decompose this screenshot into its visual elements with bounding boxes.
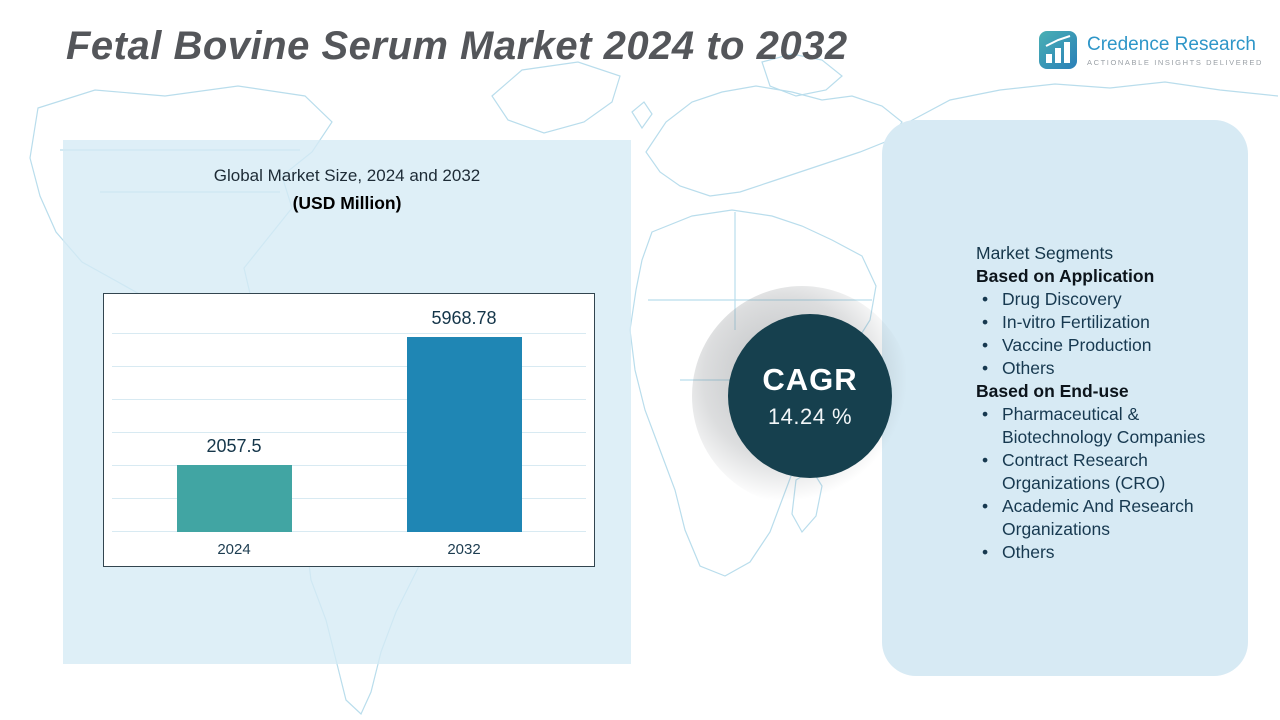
- cagr-value: 14.24 %: [767, 404, 853, 429]
- bar-group-2024: 2057.5: [154, 294, 314, 532]
- logo-name: Credence Research: [1087, 33, 1256, 55]
- x-axis-label-2032: 2032: [447, 541, 481, 558]
- bar-value-2024: 2057.5: [206, 436, 262, 456]
- market-segments-panel: Market Segments Based on Application Dru…: [882, 120, 1248, 676]
- segments-heading: Market Segments: [976, 243, 1114, 263]
- segments-group-title-enduse: Based on End-use: [976, 381, 1129, 401]
- logo-tagline: ACTIONABLE INSIGHTS DELIVERED: [1087, 57, 1264, 67]
- map-greenland: [491, 61, 621, 134]
- bar-chart-logo-icon: [1039, 31, 1077, 69]
- segments-group-title-application: Based on Application: [976, 266, 1155, 286]
- chart-heading-line2: (USD Million): [292, 193, 402, 214]
- bar-2032: [406, 337, 522, 532]
- segment-item: Academic And Research Organizations: [976, 495, 1238, 541]
- segment-item: Others: [976, 541, 1238, 564]
- logo-text: Credence Research ACTIONABLE INSIGHTS DE…: [1087, 34, 1263, 67]
- map-europe: [645, 85, 903, 197]
- bar-chart: 2057.5 5968.78 2024 2032: [103, 293, 595, 567]
- bar-value-2032: 5968.78: [431, 308, 497, 328]
- segment-item: Vaccine Production: [976, 334, 1238, 357]
- x-axis-label-2024: 2024: [217, 541, 251, 558]
- map-asia-coast: [904, 81, 1279, 125]
- chart-heading: Global Market Size, 2024 and 2032 (USD M…: [63, 162, 631, 217]
- credence-research-logo: Credence Research ACTIONABLE INSIGHTS DE…: [1038, 30, 1263, 70]
- segment-item: Contract Research Organizations (CRO): [976, 449, 1238, 495]
- map-uk: [631, 101, 653, 130]
- segments-list-enduse: Pharmaceutical & Biotechnology Companies…: [976, 403, 1238, 564]
- map-scandinavia: [761, 53, 843, 97]
- page-title: Fetal Bovine Serum Market 2024 to 2032: [66, 24, 848, 68]
- cagr-label: CAGR: [762, 362, 858, 397]
- segment-item: Drug Discovery: [976, 288, 1238, 311]
- chart-panel: Global Market Size, 2024 and 2032 (USD M…: [63, 140, 631, 664]
- segments-list-application: Drug Discovery In-vitro Fertilization Va…: [976, 288, 1238, 380]
- segment-item: In-vitro Fertilization: [976, 311, 1238, 334]
- bar-2024: [176, 465, 292, 532]
- cagr-badge: CAGR 14.24 %: [728, 314, 892, 478]
- chart-heading-line1: Global Market Size, 2024 and 2032: [213, 166, 481, 185]
- segment-item: Pharmaceutical & Biotechnology Companies: [976, 403, 1238, 449]
- bar-group-2032: 5968.78: [384, 294, 544, 532]
- segment-item: Others: [976, 357, 1238, 380]
